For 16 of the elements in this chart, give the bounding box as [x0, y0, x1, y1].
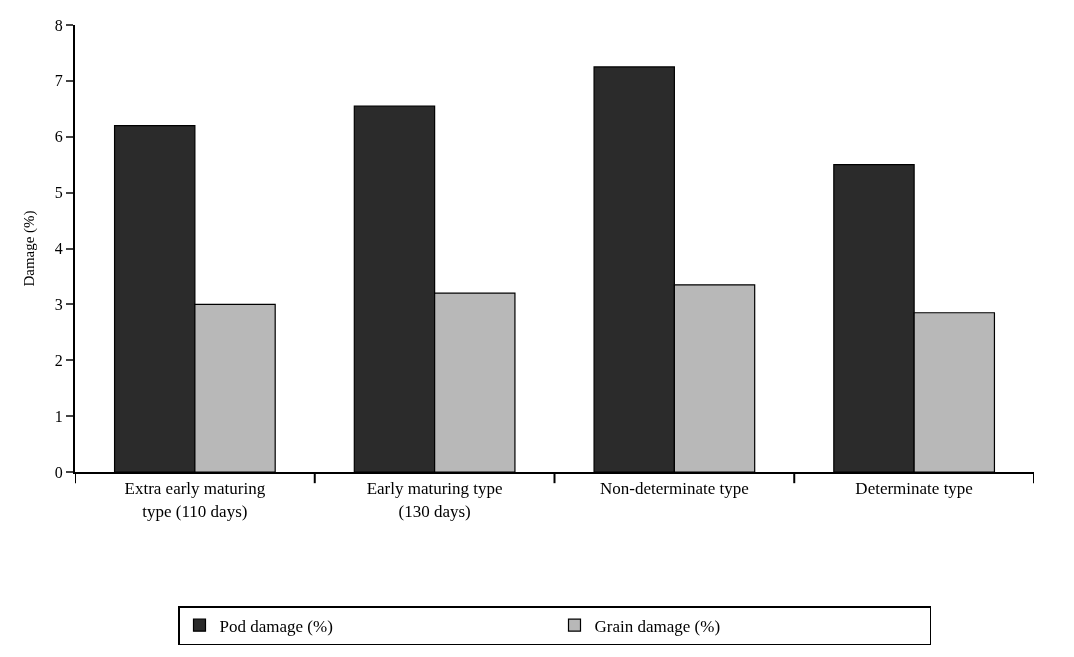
y-axis-title: Damage (%) — [21, 210, 38, 287]
y-tick-label: 3 — [54, 295, 63, 313]
legend-label: Pod damage (%) — [219, 616, 333, 636]
y-tick-label: 5 — [54, 184, 63, 202]
x-tick-label: Extra early maturing type (110 days) — [124, 479, 266, 521]
x-tick-label: Non-determinate type — [600, 479, 749, 499]
y-tick-label: 1 — [54, 407, 63, 425]
x-tick-label: Early maturing type (130 days) — [366, 479, 503, 521]
y-tick-label: 4 — [54, 240, 63, 258]
y-tick-label: 8 — [54, 16, 63, 34]
legend-label: Grain damage (%) — [594, 616, 721, 636]
y-tick-label: 7 — [54, 72, 63, 90]
y-tick-label: 0 — [54, 463, 63, 481]
y-tick-label: 6 — [54, 128, 63, 146]
y-tick-label: 2 — [54, 351, 63, 369]
x-tick-label: Determinate type — [855, 479, 973, 499]
